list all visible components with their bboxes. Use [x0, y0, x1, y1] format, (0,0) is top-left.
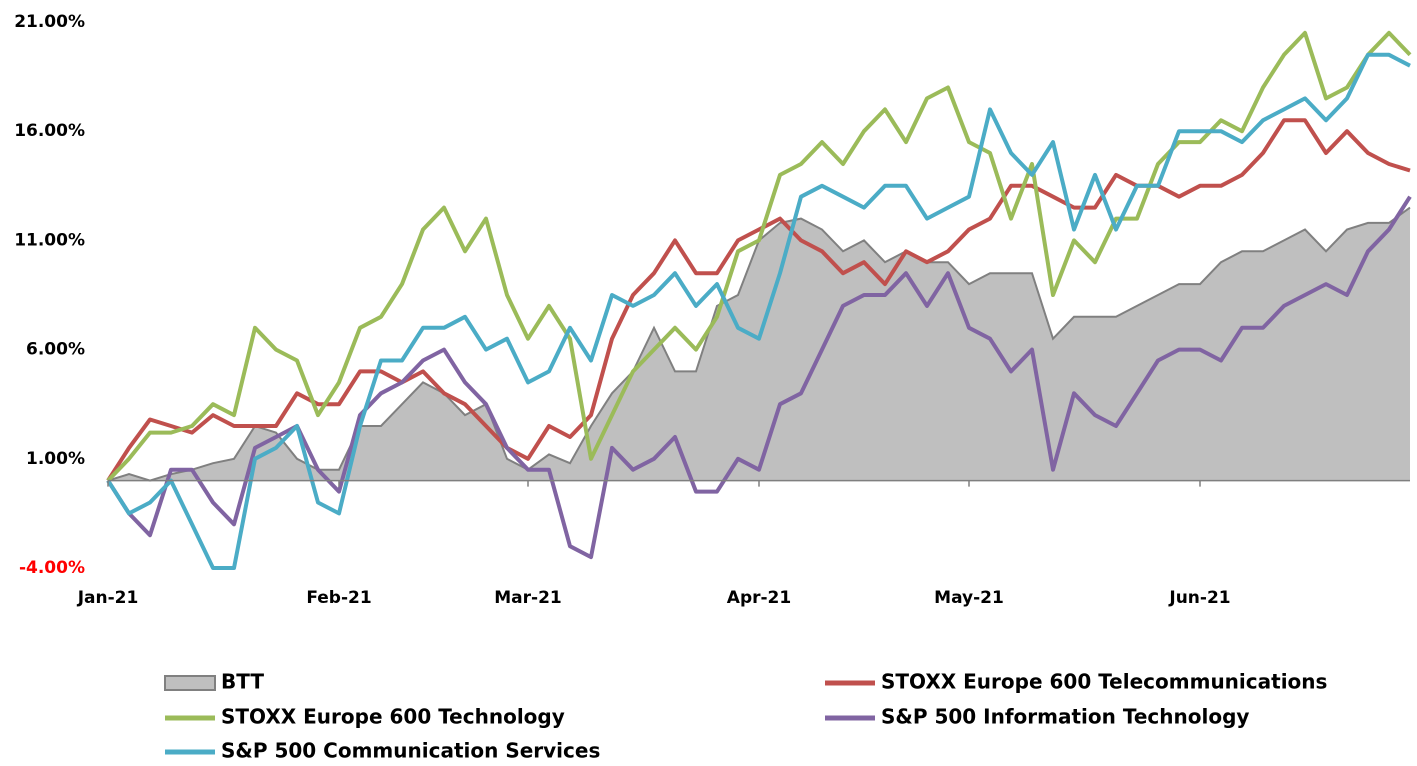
y-tick-label: 11.00% — [14, 230, 85, 250]
x-tick-label: May-21 — [934, 588, 1004, 608]
line — [106, 195, 1412, 560]
legend-label: STOXX Europe 600 Technology — [221, 705, 565, 729]
line — [106, 52, 1411, 570]
plot-area: -4.00% 1.00% 6.00% 11.00% 16.00% 21.00% Jan-21… — [14, 12, 1412, 608]
legend-label: STOXX Europe 600 Telecommunications — [881, 670, 1327, 694]
legend: BTT STOXX Europe 600 Telecommunications ST… — [164, 670, 1327, 763]
y-tick-label: 1.00% — [26, 449, 85, 469]
line — [106, 30, 1412, 482]
legend-label: S&P 500 Communication Services — [221, 739, 600, 763]
x-tick-label: Mar-21 — [494, 588, 562, 608]
y-tick-label: -4.00% — [19, 558, 85, 578]
x-tick-label: Feb-21 — [306, 588, 371, 608]
y-tick-label: 6.00% — [26, 340, 85, 360]
y-tick-label: 16.00% — [14, 121, 85, 141]
x-tick-label: Apr-21 — [727, 588, 791, 608]
legend-label: S&P 500 Information Technology — [881, 705, 1249, 729]
x-tick-label: Jun-21 — [1168, 588, 1230, 608]
y-tick-label: 21.00% — [14, 12, 85, 32]
legend-label: BTT — [221, 670, 264, 694]
x-tick-label: Jan-21 — [77, 588, 139, 608]
legend-swatch — [164, 675, 216, 691]
area — [108, 207, 1410, 481]
